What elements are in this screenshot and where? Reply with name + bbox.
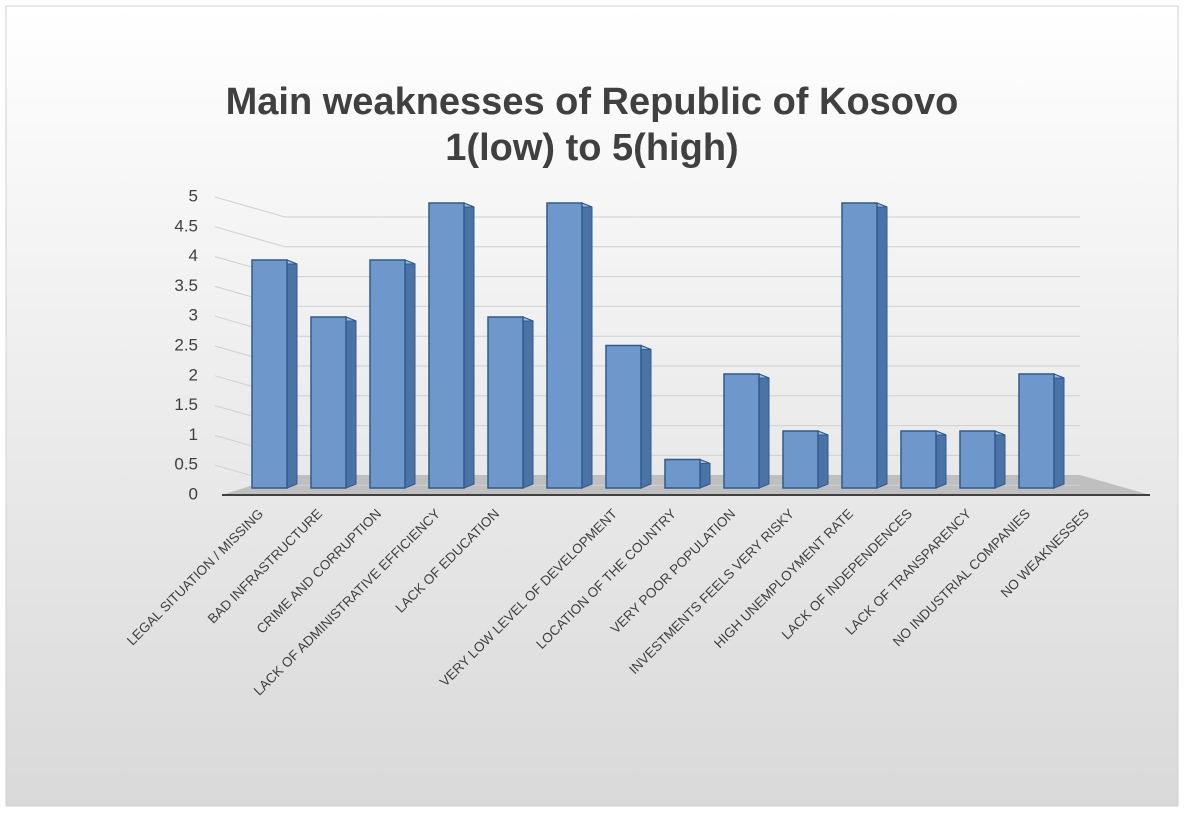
grid-line [214, 226, 1080, 248]
bar-face [876, 202, 888, 489]
bar-face [487, 316, 524, 489]
y-tick-label: 3.5 [174, 276, 198, 295]
bar-face [404, 259, 416, 489]
y-tick-label: 0.5 [174, 455, 198, 474]
bar [251, 259, 298, 489]
bar [723, 373, 770, 489]
bar-face [900, 430, 937, 489]
bar-face [286, 259, 298, 489]
y-tick-label: 5 [189, 186, 198, 205]
grid-line [214, 196, 1080, 218]
bar-face [959, 430, 996, 489]
bar [546, 202, 593, 489]
bar [664, 458, 711, 489]
bar-face [605, 344, 642, 489]
bar-face [782, 430, 819, 489]
bar-face [310, 316, 347, 489]
y-tick-label: 1 [189, 425, 198, 444]
bar-face [463, 202, 475, 489]
bar-face [640, 344, 652, 489]
bar [841, 202, 888, 489]
bar-face [428, 202, 465, 489]
bar-face [581, 202, 593, 489]
y-tick-label: 2.5 [174, 335, 198, 354]
bar-face [758, 373, 770, 489]
bar-face [522, 316, 534, 489]
bar-face [841, 202, 878, 489]
bar-face [817, 430, 829, 489]
bar-face [994, 430, 1006, 489]
bar-face [251, 259, 288, 489]
bar-face [664, 458, 701, 489]
bar-face [369, 259, 406, 489]
bar [369, 259, 416, 489]
bar-face [723, 373, 760, 489]
bar-face [935, 430, 947, 489]
chart-title: Main weaknesses of Republic of Kosovo [226, 81, 959, 123]
bar [782, 430, 829, 489]
bar [959, 430, 1006, 489]
bar-face [1053, 373, 1065, 489]
y-tick-label: 2 [189, 365, 198, 384]
y-tick-label: 3 [189, 306, 198, 325]
bar-face [345, 316, 357, 489]
bar [310, 316, 357, 489]
y-tick-label: 0 [189, 484, 198, 503]
y-tick-label: 4.5 [174, 216, 198, 235]
bar-face [1018, 373, 1055, 489]
bar [428, 202, 475, 489]
bar-face [546, 202, 583, 489]
chart-title: 1(low) to 5(high) [445, 127, 738, 169]
y-tick-label: 4 [189, 246, 198, 265]
y-tick-label: 1.5 [174, 395, 198, 414]
bar [487, 316, 534, 489]
bar [1018, 373, 1065, 489]
bar [605, 344, 652, 489]
bar [900, 430, 947, 489]
